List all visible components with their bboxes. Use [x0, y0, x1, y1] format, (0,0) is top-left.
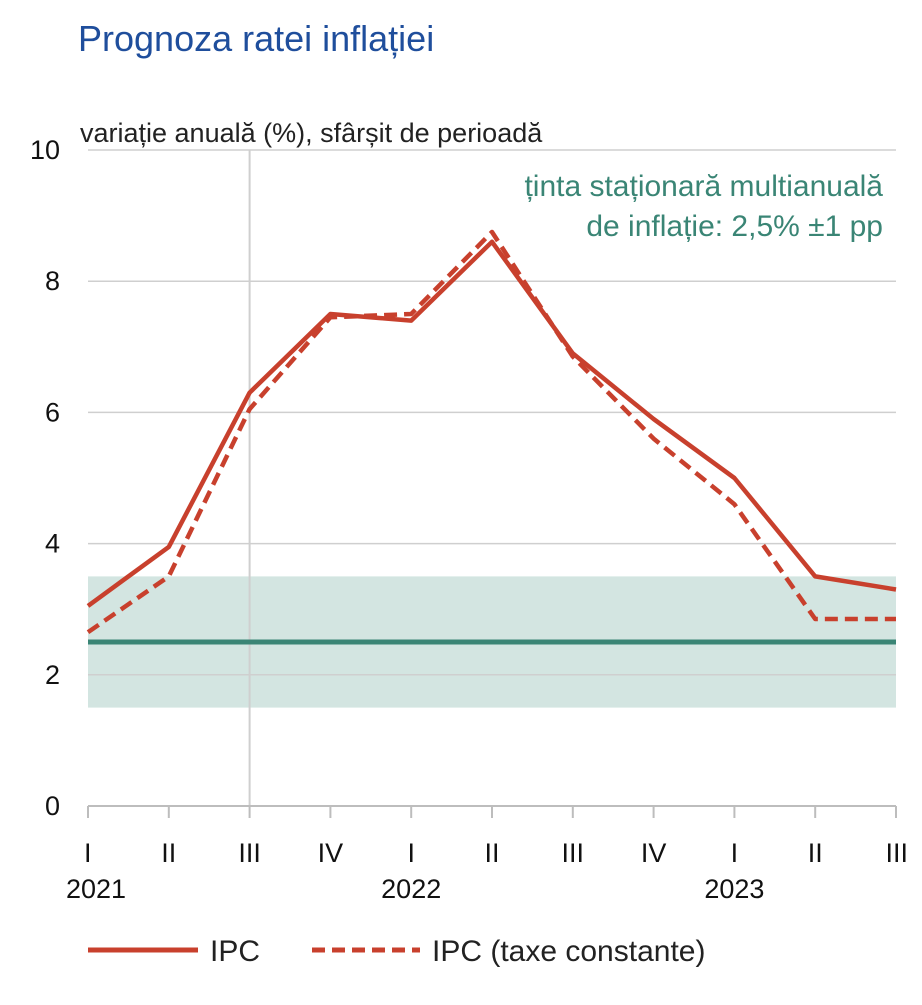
year-label-2023: 2023 — [704, 874, 764, 904]
y-tick-label-2: 2 — [45, 660, 60, 690]
y-tick-label-0: 0 — [45, 791, 60, 821]
series-line-ipc — [86, 239, 897, 608]
legend-label-ipc-taxe-constante: IPC (taxe constante) — [432, 935, 705, 968]
x-tick-label-9: II — [808, 838, 823, 868]
y-axis-label: variație anuală (%), sfârșit de perioadă — [80, 118, 543, 148]
x-tick-label-0: I — [84, 838, 92, 868]
year-label-2021: 2021 — [66, 874, 126, 904]
x-tick-label-1: II — [161, 838, 176, 868]
x-tick-label-2: III — [238, 838, 261, 868]
chart-title: Prognoza ratei inflației — [78, 18, 435, 59]
x-tick-label-6: III — [562, 838, 585, 868]
legend: IPC IPC (taxe constante) — [88, 935, 705, 968]
y-tick-label-4: 4 — [45, 529, 60, 559]
y-tick-label-10: 10 — [30, 135, 60, 165]
x-tick-label-4: I — [407, 838, 415, 868]
x-tick-label-10: III — [885, 838, 908, 868]
target-annotation-line2: de inflație: 2,5% ±1 pp — [586, 210, 883, 243]
x-tick-label-8: I — [731, 838, 739, 868]
x-tick-label-7: IV — [641, 838, 667, 868]
legend-label-ipc: IPC — [210, 935, 260, 968]
series-layer — [86, 229, 897, 635]
y-tick-label-6: 6 — [45, 397, 60, 427]
x-tick-label-3: IV — [318, 838, 344, 868]
x-tick-label-5: II — [484, 838, 499, 868]
grid-layer — [88, 149, 896, 806]
series-line-ipc-taxe-constante — [86, 229, 896, 635]
y-tick-label-8: 8 — [45, 266, 60, 296]
year-label-2022: 2022 — [381, 874, 441, 904]
target-annotation-line1: ținta staționară multianuală — [524, 170, 883, 203]
